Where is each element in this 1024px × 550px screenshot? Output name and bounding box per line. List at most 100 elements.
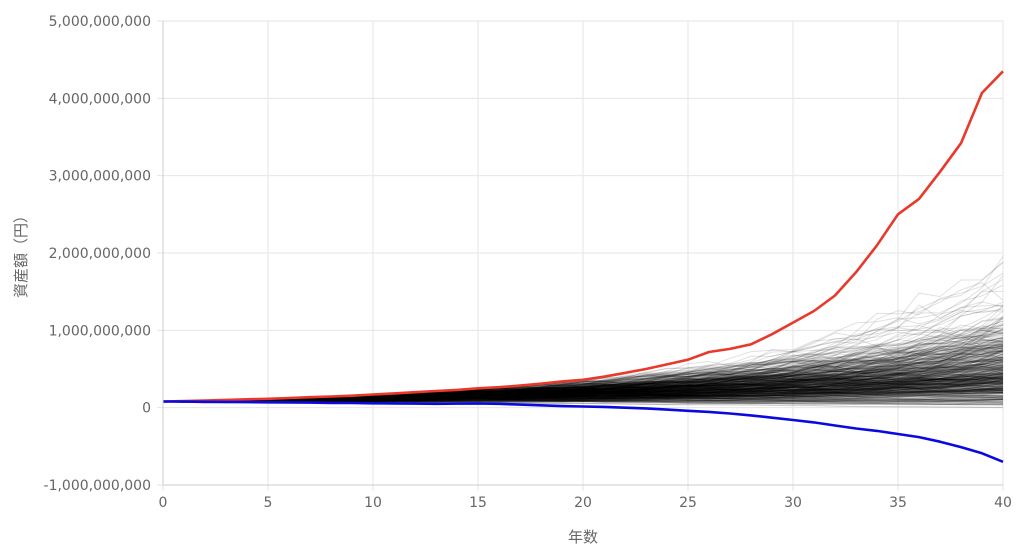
- y-tick-label: 2,000,000,000: [49, 246, 151, 262]
- simulation-line: [162, 349, 1004, 402]
- simulation-line: [162, 358, 1004, 402]
- simulation-line: [162, 396, 1004, 403]
- simulation-line: [162, 324, 1004, 402]
- simulation-line: [162, 398, 1004, 405]
- simulation-line: [162, 374, 1004, 402]
- simulation-line: [162, 350, 1004, 403]
- simulation-line: [162, 338, 1004, 403]
- simulation-line: [162, 385, 1004, 403]
- simulation-line: [162, 382, 1004, 402]
- simulation-line: [162, 390, 1004, 403]
- simulation-line: [162, 366, 1004, 402]
- simulation-line: [162, 351, 1004, 402]
- simulation-line: [162, 335, 1004, 403]
- simulation-line: [162, 387, 1004, 403]
- simulation-line: [163, 343, 1004, 402]
- simulation-line: [162, 370, 1004, 402]
- simulation-line: [162, 354, 1004, 403]
- simulation-line: [162, 379, 1004, 402]
- simulation-line: [162, 376, 1004, 403]
- simulation-line: [162, 369, 1004, 402]
- simulation-line: [162, 398, 1004, 404]
- simulation-line: [162, 330, 1004, 402]
- simulation-line: [162, 398, 1003, 403]
- simulation-line: [162, 375, 1004, 402]
- simulation-line: [162, 336, 1004, 403]
- simulation-line: [162, 361, 1003, 402]
- simulation-line: [162, 358, 1004, 402]
- simulation-line: [162, 380, 1004, 403]
- simulation-line: [163, 392, 1004, 403]
- simulation-line: [162, 388, 1004, 403]
- simulation-line: [162, 388, 1004, 402]
- simulation-line: [162, 390, 1004, 403]
- simulation-line: [162, 381, 1004, 402]
- simulation-line: [162, 310, 1004, 402]
- simulation-line: [162, 372, 1004, 402]
- simulation-line: [162, 346, 1004, 403]
- simulation-line: [162, 388, 1004, 402]
- simulation-line: [162, 389, 1004, 402]
- simulation-line: [162, 365, 1004, 402]
- simulation-line: [162, 353, 1004, 403]
- simulation-line: [163, 357, 1004, 403]
- simulation-line: [162, 262, 1004, 403]
- simulation-line: [162, 376, 1004, 403]
- simulation-line: [162, 373, 1004, 402]
- simulation-line: [162, 374, 1004, 402]
- simulation-line: [162, 284, 1004, 403]
- simulation-line: [162, 317, 1004, 403]
- simulation-line: [162, 368, 1004, 403]
- simulation-line: [162, 390, 1004, 403]
- simulation-line: [162, 384, 1004, 403]
- simulation-line: [162, 366, 1004, 402]
- simulation-line: [162, 364, 1004, 403]
- max-series-line: [162, 70, 1004, 403]
- simulation-line: [162, 396, 1004, 403]
- simulation-line: [162, 391, 1004, 404]
- simulation-line: [162, 371, 1004, 402]
- simulation-line: [162, 371, 1004, 403]
- simulation-line: [162, 378, 1004, 403]
- simulation-line: [162, 362, 1004, 402]
- simulation-line: [162, 338, 1004, 404]
- simulation-line: [163, 367, 1004, 403]
- simulation-line: [162, 390, 1004, 402]
- simulation-line: [162, 324, 1004, 403]
- simulation-line: [162, 373, 1004, 403]
- simulation-line: [162, 352, 1004, 402]
- simulation-line: [162, 368, 1004, 402]
- simulation-line: [163, 380, 1004, 402]
- x-tick-label: 0: [159, 495, 168, 511]
- simulation-line: [162, 395, 1004, 402]
- simulation-line: [162, 338, 1004, 402]
- y-tick-label: 3,000,000,000: [49, 169, 151, 185]
- simulation-line: [162, 373, 1004, 403]
- simulation-line: [162, 360, 1004, 403]
- simulation-line: [162, 354, 1004, 402]
- simulation-line: [162, 375, 1004, 403]
- simulation-line: [162, 344, 1004, 402]
- simulation-line: [162, 328, 1004, 402]
- x-tick-label: 15: [469, 495, 487, 511]
- simulation-line: [162, 345, 1003, 403]
- simulation-line: [162, 345, 1004, 402]
- simulation-line: [162, 397, 1004, 403]
- simulation-line: [163, 350, 1004, 402]
- simulation-line: [162, 362, 1004, 402]
- simulation-line: [162, 385, 1004, 402]
- simulation-line: [162, 380, 1004, 403]
- simulation-line: [162, 338, 1004, 402]
- simulation-line: [162, 381, 1004, 403]
- simulation-line: [162, 347, 1004, 403]
- simulation-line: [162, 349, 1004, 403]
- simulation-line: [162, 382, 1004, 402]
- simulation-line: [162, 347, 1004, 402]
- simulation-line: [162, 391, 1004, 403]
- simulation-line: [162, 359, 1004, 402]
- simulation-line: [163, 366, 1004, 402]
- simulation-line: [162, 367, 1004, 402]
- simulation-line: [162, 399, 1003, 406]
- x-tick-label: 40: [994, 495, 1012, 511]
- simulation-line: [162, 372, 1004, 402]
